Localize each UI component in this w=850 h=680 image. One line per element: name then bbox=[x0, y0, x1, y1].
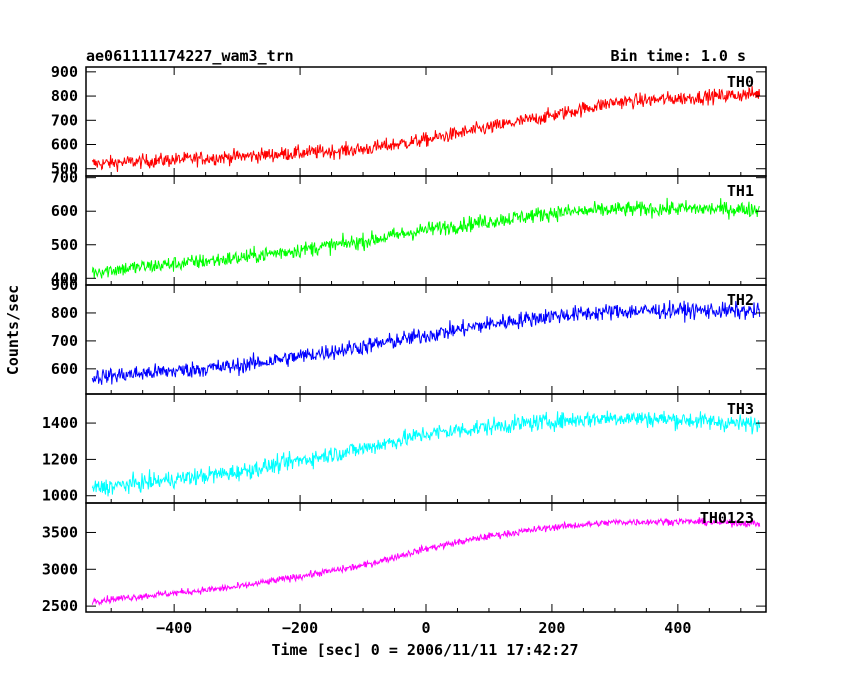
y-tick-label: 700 bbox=[51, 169, 78, 187]
series-line-th2 bbox=[91, 300, 761, 385]
y-tick-label: 900 bbox=[51, 276, 78, 294]
series-label: TH1 bbox=[727, 182, 754, 200]
panel-th1: 400 500 600 700 TH1 bbox=[51, 169, 767, 287]
x-tick-label: 0 bbox=[421, 619, 430, 637]
panel-th2: 600 700 800 900 TH2 bbox=[51, 276, 767, 395]
y-tick-label: 600 bbox=[51, 360, 78, 378]
series-line-th0 bbox=[91, 86, 761, 172]
panel-th0: 500 600 700 800 900 TH0 bbox=[51, 63, 767, 178]
y-tick-label: 600 bbox=[51, 136, 78, 154]
x-tick-label: −400 bbox=[156, 619, 192, 637]
y-tick-label: 800 bbox=[51, 304, 78, 322]
y-tick-label: 3500 bbox=[42, 523, 78, 541]
figure-title: ae061111174227_wam3_trn bbox=[86, 47, 294, 65]
series-label: TH0123 bbox=[700, 509, 754, 527]
y-tick-label: 800 bbox=[51, 87, 78, 105]
series-line-th0123 bbox=[91, 516, 761, 607]
y-tick-label: 600 bbox=[51, 202, 78, 220]
series-label: TH0 bbox=[727, 73, 754, 91]
y-tick-label: 700 bbox=[51, 332, 78, 350]
series-line-th1 bbox=[91, 197, 760, 279]
panel-th0123: 2500 3000 3500 TH0123 bbox=[42, 502, 767, 615]
y-axis-label: Counts/sec bbox=[4, 285, 22, 375]
y-tick-label: 2500 bbox=[42, 597, 78, 615]
bin-time-label: Bin time: 1.0 s bbox=[611, 47, 746, 65]
x-tick-label: 200 bbox=[538, 619, 565, 637]
y-tick-label: 700 bbox=[51, 111, 78, 129]
x-tick-label: 400 bbox=[664, 619, 691, 637]
panel-frame bbox=[85, 66, 767, 177]
y-tick-label: 500 bbox=[51, 236, 78, 254]
y-tick-label: 3000 bbox=[42, 560, 78, 578]
panel-frame bbox=[85, 393, 767, 504]
y-tick-label: 500 bbox=[51, 160, 78, 178]
y-tick-label: 900 bbox=[51, 63, 78, 81]
series-label: TH3 bbox=[727, 400, 754, 418]
series-line-th3 bbox=[91, 410, 761, 497]
x-tick-label: −200 bbox=[282, 619, 318, 637]
y-tick-label: 1000 bbox=[42, 487, 78, 505]
x-axis-label: Time [sec] 0 = 2006/11/11 17:42:27 bbox=[271, 641, 578, 659]
series-label: TH2 bbox=[727, 291, 754, 309]
panel-frame bbox=[85, 502, 767, 613]
y-tick-label: 1400 bbox=[42, 414, 78, 432]
panel-th3: 1000 1200 1400 TH3 bbox=[42, 393, 767, 505]
y-tick-label: 1200 bbox=[42, 450, 78, 468]
y-tick-label: 400 bbox=[51, 269, 78, 287]
